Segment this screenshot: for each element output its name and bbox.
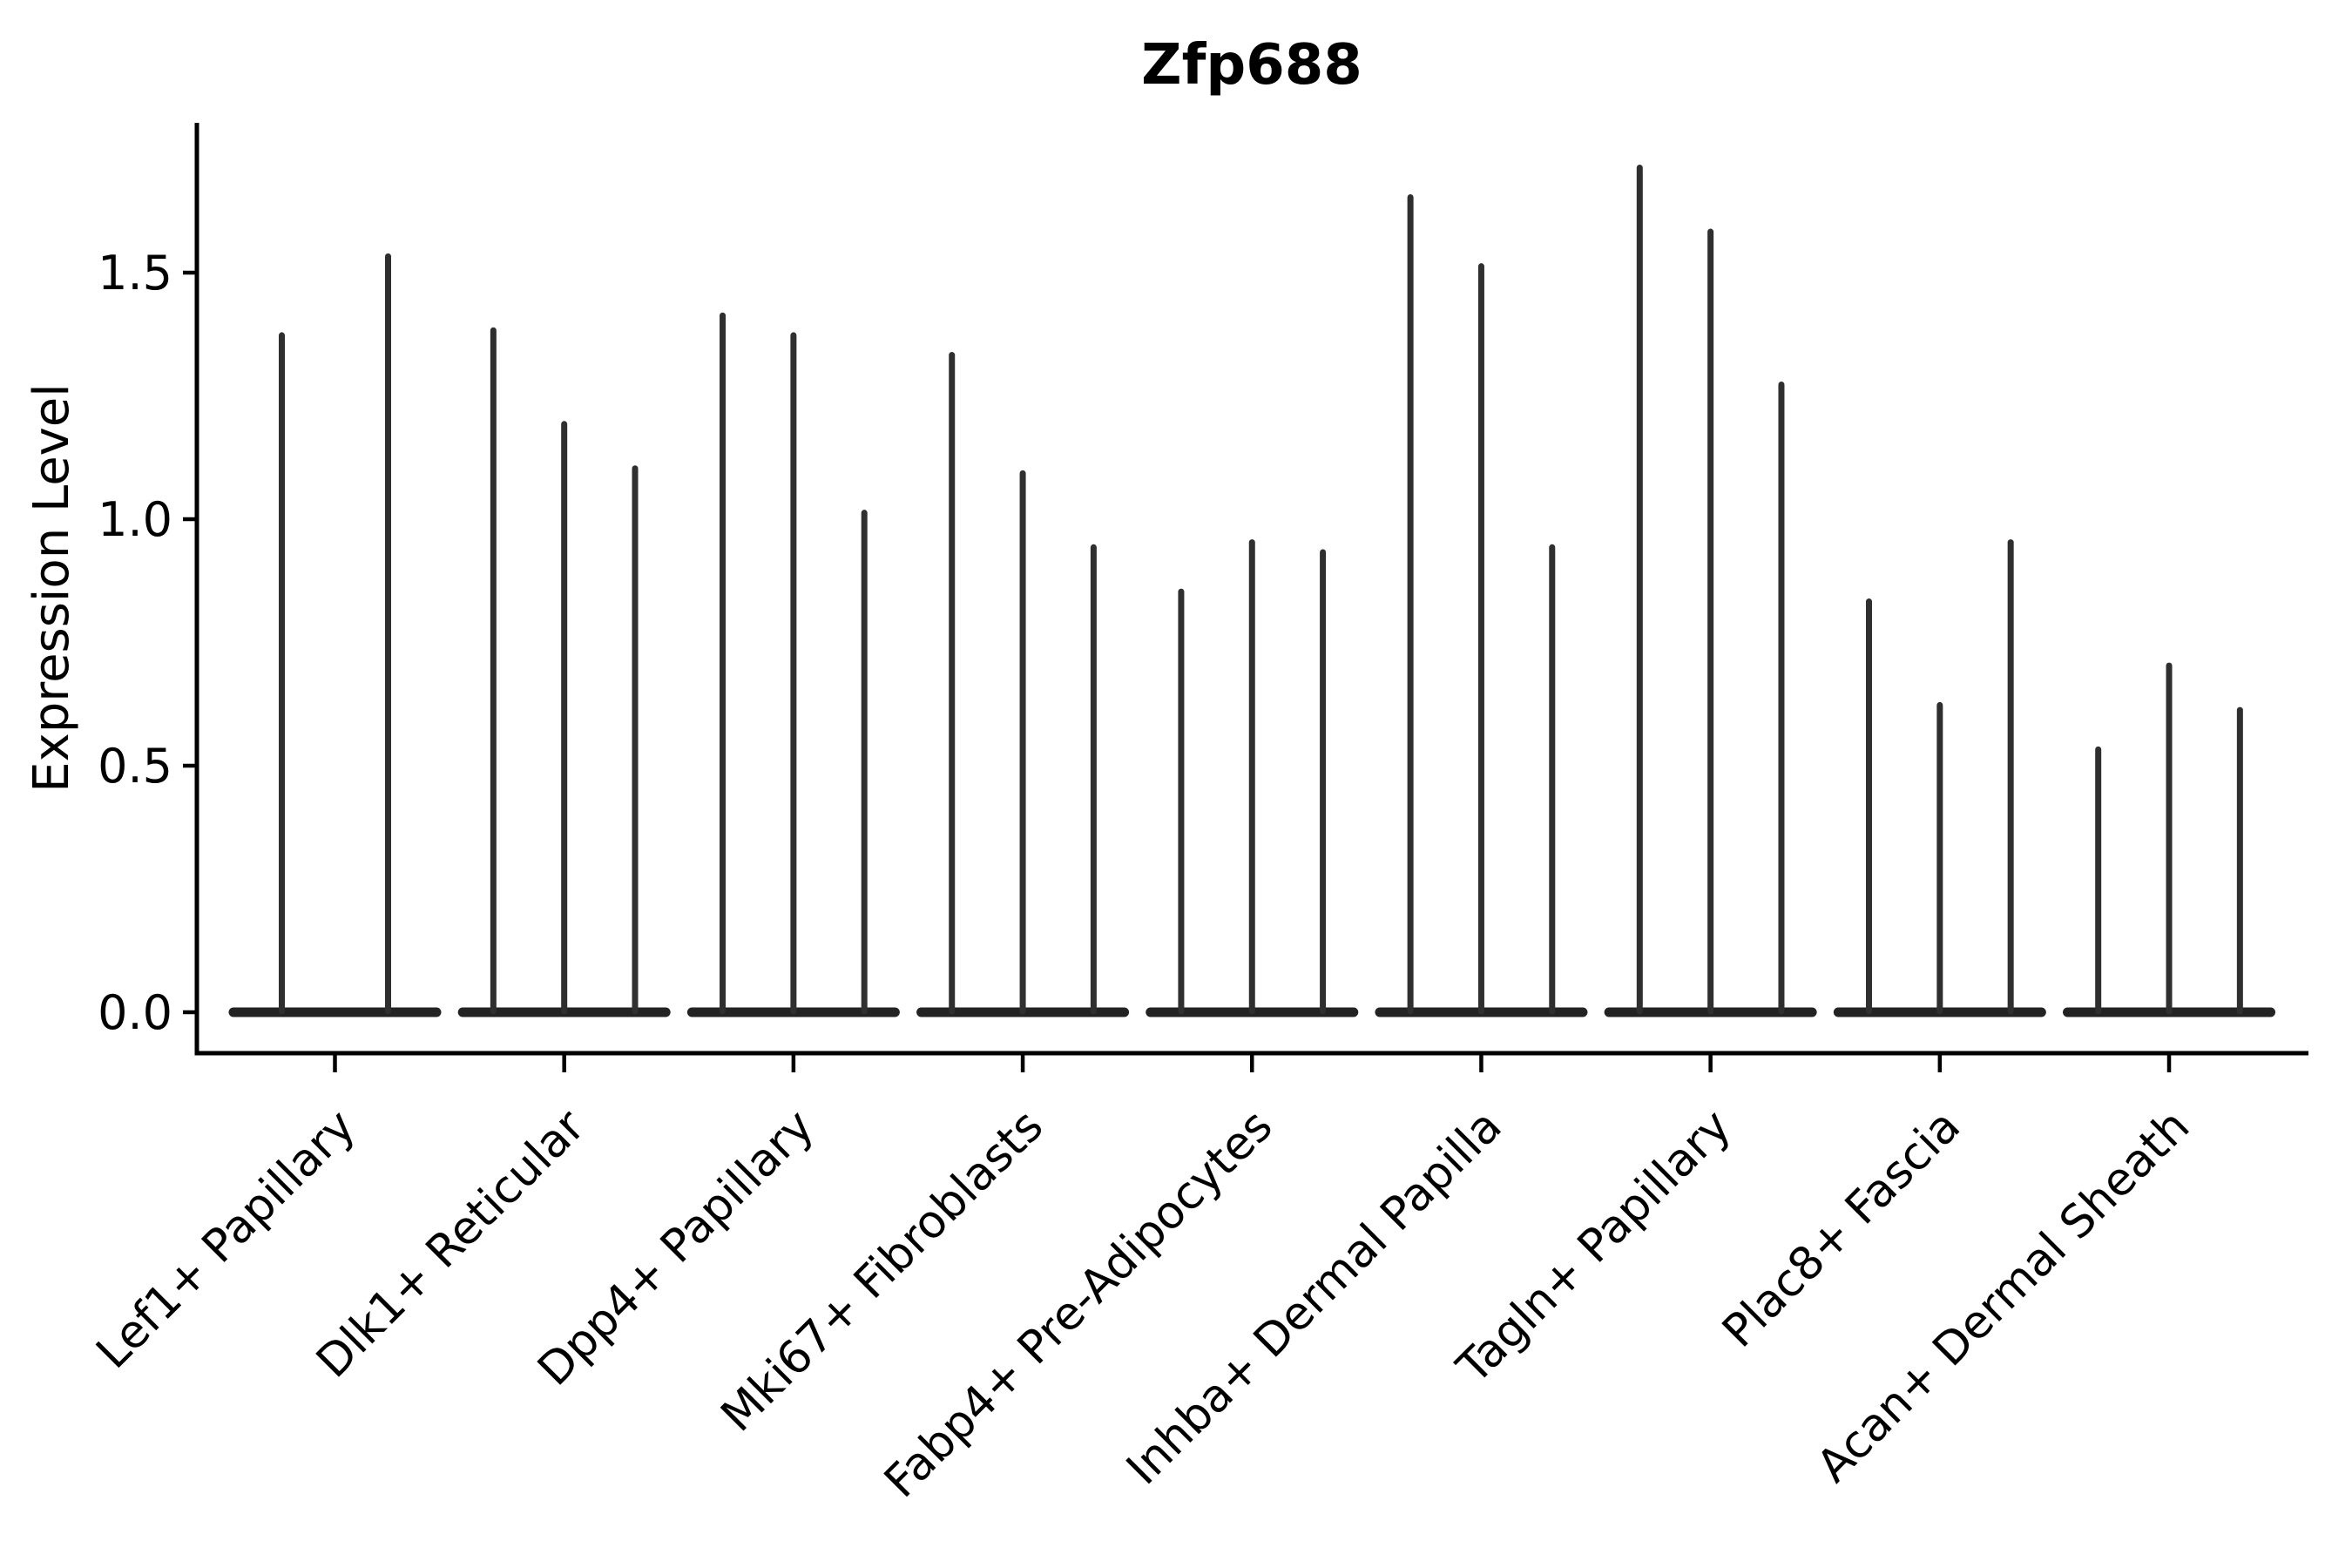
x-tick-label: Fabp4+ Pre-Adipocytes bbox=[875, 1100, 1282, 1508]
y-tick-label: 1.0 bbox=[98, 492, 172, 547]
y-tick-label: 0.5 bbox=[98, 739, 172, 794]
y-axis-ticks: 0.0 0.5 1.0 1.5 bbox=[98, 246, 197, 1040]
y-axis-label: Expression Level bbox=[24, 383, 80, 793]
y-tick-label: 1.5 bbox=[98, 246, 172, 301]
x-tick-label: Inhba+ Dermal Papilla bbox=[1117, 1100, 1511, 1495]
x-tick-label: Plac8+ Fascia bbox=[1713, 1100, 1970, 1358]
violin-base bbox=[228, 1007, 442, 1017]
plot-title: Zfp688 bbox=[1141, 33, 1362, 98]
y-tick-label: 0.0 bbox=[98, 985, 172, 1040]
x-tick-label: Acan+ Dermal Sheath bbox=[1808, 1100, 2200, 1493]
violins-layer bbox=[228, 164, 2276, 1017]
